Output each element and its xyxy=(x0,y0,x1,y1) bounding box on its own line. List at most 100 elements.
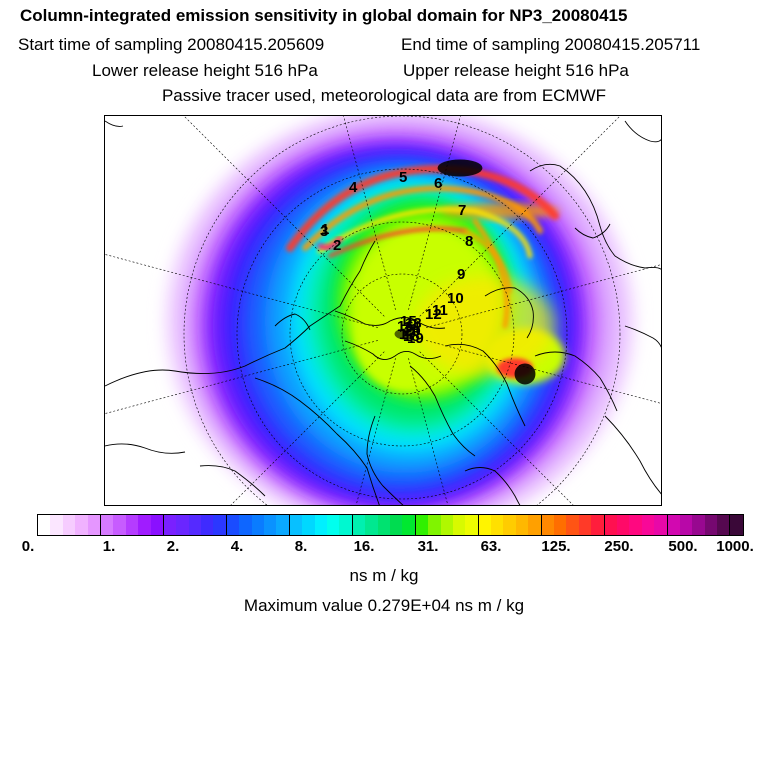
colorbar-tick-label: 250. xyxy=(604,538,634,555)
colorbar-swatch xyxy=(377,515,390,535)
colorbar-swatch xyxy=(352,515,366,535)
colorbar-swatch xyxy=(730,515,743,535)
colorbar-swatch xyxy=(679,515,693,535)
colorbar-swatch xyxy=(503,515,516,535)
coastline-segment xyxy=(199,465,266,497)
coastline-segment xyxy=(484,287,534,339)
colorbar-swatch xyxy=(440,515,453,535)
colorbar xyxy=(37,514,744,536)
map-panel: 1 2 3 4 5 6 7 8 9 10 11 12 13 14 15 16 17 18 19 20 xyxy=(104,115,662,506)
coastline-cluster xyxy=(394,328,416,340)
meridian-line xyxy=(105,254,378,328)
trajectory-label: 10 xyxy=(447,290,464,307)
meridian-line xyxy=(408,116,461,310)
latitude-circle xyxy=(341,273,463,395)
colorbar-swatch xyxy=(465,515,479,535)
coastline-segment xyxy=(624,120,661,143)
colorbar-swatch xyxy=(578,515,592,535)
latitude-circle xyxy=(183,116,621,505)
coastline-segment xyxy=(344,340,442,360)
coastline-segment xyxy=(534,351,618,412)
colorbar-swatch xyxy=(339,515,353,535)
colorbar-tick-label: 8. xyxy=(294,538,308,555)
colorbar-swatch xyxy=(201,515,214,535)
colorbar-swatch xyxy=(264,515,277,535)
trajectory-label: 18 xyxy=(403,328,420,345)
coastline-segment xyxy=(274,313,311,331)
colorbar-swatch xyxy=(289,515,303,535)
meridian-line xyxy=(408,358,449,505)
plot-title: Column-integrated emission sensitivity i… xyxy=(20,6,628,25)
colorbar-swatch xyxy=(491,515,504,535)
colorbar-tick-label: 500. xyxy=(668,538,698,555)
colorbar-swatch xyxy=(654,515,668,535)
colorbar-swatch xyxy=(100,515,114,535)
lower-height-label: Lower release height 516 hPa xyxy=(92,61,318,80)
colorbar-tick-label: 1. xyxy=(102,538,116,555)
colorbar-tick-label: 63. xyxy=(480,538,502,555)
trajectory-label: 6 xyxy=(434,175,442,192)
meridian-line xyxy=(355,358,396,505)
trajectory-label: 9 xyxy=(457,266,465,283)
coastline-segment xyxy=(529,163,661,270)
colorbar-swatch xyxy=(541,515,555,535)
colorbar-swatch xyxy=(515,515,529,535)
meridian-line xyxy=(426,340,661,404)
plume-band xyxy=(317,236,343,250)
colorbar-swatch xyxy=(528,515,542,535)
colorbar-swatch xyxy=(87,515,101,535)
colorbar-swatch xyxy=(314,515,327,535)
plume-band xyxy=(328,226,467,258)
colorbar-tick-label: 0. xyxy=(21,538,35,555)
plume-band xyxy=(302,185,543,251)
trajectory-label: 1 xyxy=(321,221,329,238)
colorbar-swatch xyxy=(302,515,315,535)
graticule xyxy=(105,116,661,505)
colorbar-swatch xyxy=(239,515,252,535)
colorbar-swatch xyxy=(478,515,492,535)
coastline-segment xyxy=(105,443,186,454)
plume-band xyxy=(472,218,510,329)
trajectory-label: 17 xyxy=(399,326,416,343)
coastline-segment xyxy=(574,223,611,239)
trajectory-label: 11 xyxy=(432,302,448,319)
trajectory-label: 3 xyxy=(320,223,328,240)
colorbar-ticks: 0. 1. 2. 4. 8. 16. 31. 63. 125. 250. 500. 1000. xyxy=(0,538,768,558)
colorbar-swatch xyxy=(402,515,416,535)
latitude-circle xyxy=(289,221,515,447)
latitude-circle xyxy=(236,168,568,500)
colorbar-swatch xyxy=(50,515,63,535)
trajectory-label: 14 xyxy=(403,319,420,336)
meridian-line xyxy=(183,116,385,317)
colorbar-swatch xyxy=(326,515,340,535)
coastline-segment xyxy=(105,120,124,127)
trajectory-label: 12 xyxy=(425,306,442,323)
colorbar-swatch xyxy=(62,515,76,535)
colorbar-swatch xyxy=(365,515,378,535)
coastline-segment xyxy=(254,377,380,505)
colorbar-tick-label: 16. xyxy=(353,538,375,555)
units-label: ns m / kg xyxy=(349,566,419,585)
trajectory-label: 7 xyxy=(458,202,466,219)
colorbar-swatch xyxy=(554,515,567,535)
colorbar-swatch xyxy=(604,515,617,535)
colorbar-swatch xyxy=(629,515,642,535)
colorbar-swatch xyxy=(150,515,164,535)
trajectory-label: 20 xyxy=(404,323,421,340)
meridian-line xyxy=(230,351,385,505)
colorbar-tick-label: 2. xyxy=(166,538,180,555)
coastline-segment xyxy=(105,240,376,387)
colorbar-tick-label: 31. xyxy=(417,538,439,555)
colorbar-swatch xyxy=(704,515,718,535)
trajectory-label: 2 xyxy=(333,237,341,254)
colorbar-tick-label: 125. xyxy=(541,538,571,555)
colorbar-swatch xyxy=(75,515,88,535)
colorbar-tick-label: 1000. xyxy=(716,538,754,555)
trajectory-label: 15 xyxy=(400,313,417,330)
max-value-label: Maximum value 0.279E+04 ns m / kg xyxy=(243,596,525,615)
colorbar-swatch xyxy=(138,515,151,535)
trajectory-label: 4 xyxy=(349,179,358,196)
colorbar-swatch xyxy=(452,515,466,535)
colorbar-swatch xyxy=(226,515,240,535)
